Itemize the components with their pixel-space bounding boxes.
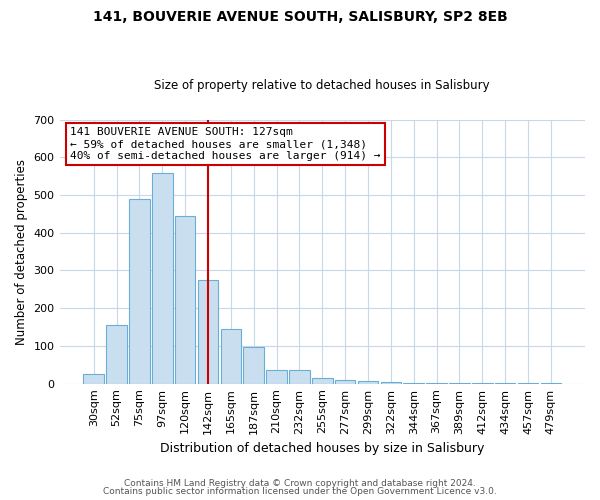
Bar (221, 329, 241, 384)
Title: Size of property relative to detached houses in Salisbury: Size of property relative to detached ho… (154, 79, 490, 92)
Bar (83, 374, 104, 384)
Text: Contains public sector information licensed under the Open Government Licence v3: Contains public sector information licen… (103, 487, 497, 496)
Bar (244, 346, 264, 384)
Bar (403, 382, 424, 384)
Text: 141, BOUVERIE AVENUE SOUTH, SALISBURY, SP2 8EB: 141, BOUVERIE AVENUE SOUTH, SALISBURY, S… (92, 10, 508, 24)
Bar (449, 383, 470, 384)
Bar (266, 370, 287, 384)
Bar (289, 370, 310, 384)
X-axis label: Distribution of detached houses by size in Salisbury: Distribution of detached houses by size … (160, 442, 484, 455)
Bar (106, 325, 127, 384)
Text: 141 BOUVERIE AVENUE SOUTH: 127sqm
← 59% of detached houses are smaller (1,348)
4: 141 BOUVERIE AVENUE SOUTH: 127sqm ← 59% … (70, 128, 380, 160)
Bar (335, 380, 355, 384)
Bar (541, 382, 561, 384)
Bar (152, 173, 173, 384)
Bar (198, 280, 218, 384)
Bar (426, 383, 447, 384)
Bar (380, 382, 401, 384)
Bar (358, 381, 378, 384)
Bar (312, 378, 332, 384)
Y-axis label: Number of detached properties: Number of detached properties (15, 158, 28, 344)
Bar (175, 216, 196, 384)
Text: Contains HM Land Registry data © Crown copyright and database right 2024.: Contains HM Land Registry data © Crown c… (124, 478, 476, 488)
Bar (129, 199, 150, 384)
